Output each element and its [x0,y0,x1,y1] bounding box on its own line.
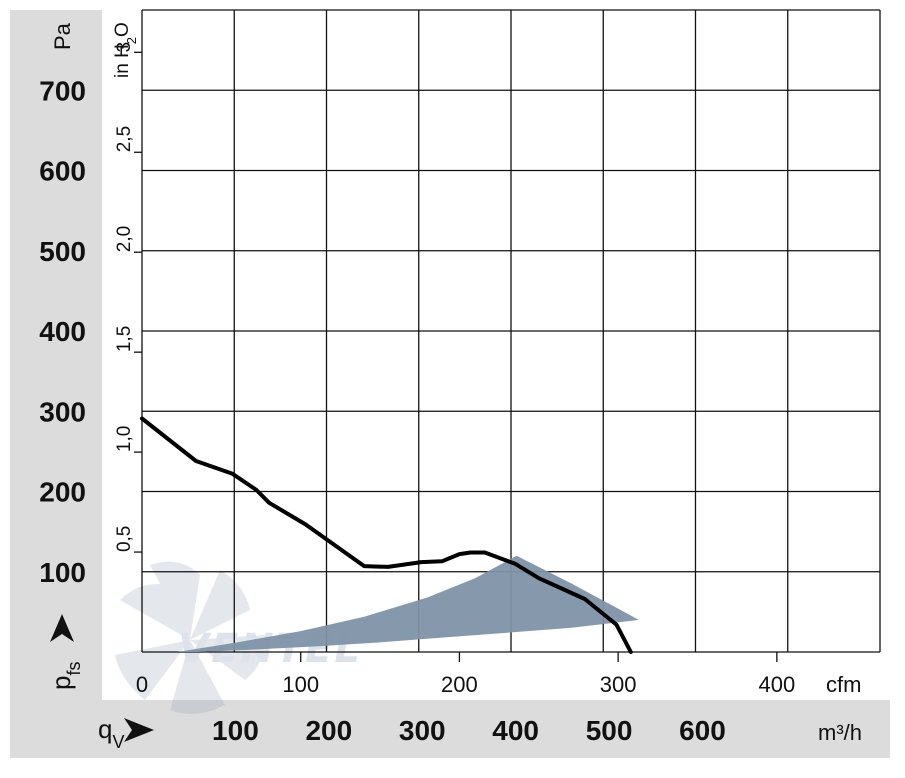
inh2o-tick-label: 3 [114,42,135,53]
pressure-curve-line [140,416,633,654]
m3h-tick-label: 200 [305,715,352,746]
cfm-tick-label: 400 [758,672,795,697]
series-layer [140,416,639,654]
flow-axis-sub: V [112,732,124,752]
m3h-tick-labels: 100 200 300 400 500 600 [212,715,726,746]
m3h-tick-label: 600 [679,715,726,746]
m3h-tick-label: 300 [399,715,446,746]
pa-tick-label: 400 [39,316,86,347]
left-axis-band [10,10,102,700]
cfm-tick-label: 100 [282,672,319,697]
inh2o-tick-label: 2,5 [114,126,135,152]
m3h-tick-label: 100 [212,715,259,746]
pa-tick-label: 500 [39,236,86,267]
cfm-tick-label: 200 [441,672,478,697]
pa-tick-label: 300 [39,396,86,427]
cfm-tick-label: 300 [600,672,637,697]
inh2o-unit-main: in H [112,44,133,78]
pa-tick-labels: 100 200 300 400 500 600 700 [39,75,86,588]
inh2o-tick-label: 1,0 [114,426,135,452]
inh2o-tick-label: 2,0 [114,226,135,252]
flow-axis-main: q [98,714,112,744]
pressure-axis-name: pfs [46,662,84,690]
flow-axis-name: qV [98,714,124,752]
bottom-axis-band [10,700,890,758]
cfm-tick-labels: 0 100 200 300 400 [136,652,795,697]
flow-axis-arrow-icon [124,718,154,742]
pressure-axis-sub: fs [64,662,84,676]
pa-unit-label: Pa [50,22,75,50]
inh2o-unit-sub: 2 [124,37,139,44]
pa-tick-label: 100 [39,557,86,588]
inh2o-tick-label: 0,5 [114,526,135,552]
pressure-axis-arrow-icon [50,614,74,642]
svg-text:pfs: pfs [46,662,84,690]
pa-tick-label: 700 [39,75,86,106]
inh2o-tick-labels: 0,5 1,0 1,5 2,0 2,5 3 [114,42,142,553]
cfm-tick-label: 0 [136,672,148,697]
inh2o-unit-label: in H2O [112,22,139,78]
m3h-tick-label: 500 [586,715,633,746]
pa-tick-label: 200 [39,477,86,508]
m3h-tick-label: 400 [492,715,539,746]
inh2o-unit-end: O [112,22,133,37]
pressure-axis-main: p [46,676,76,690]
pa-tick-label: 600 [39,156,86,187]
fan-watermark-icon [115,561,265,714]
m3h-unit-label: m³/h [818,720,862,745]
cfm-unit-label: cfm [826,672,861,697]
operating-range-area [176,555,639,652]
inh2o-tick-label: 1,5 [114,326,135,352]
plot-grid [141,9,881,653]
